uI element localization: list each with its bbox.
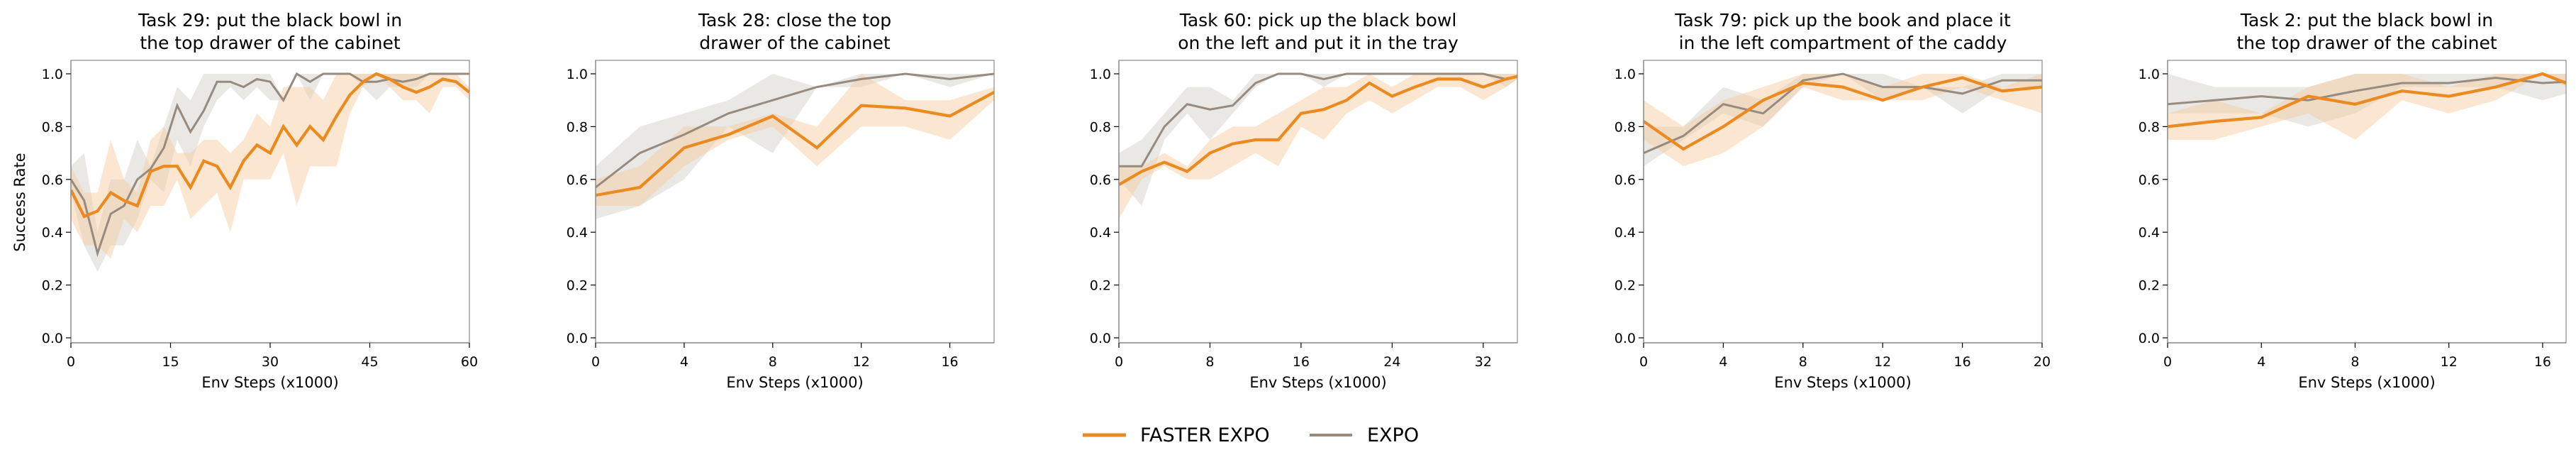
y-tick-label: 0.8	[567, 119, 588, 135]
x-tick-label: 0	[67, 354, 75, 370]
line-faster-expo	[2168, 72, 2566, 128]
x-tick-label: 0	[1115, 354, 1123, 370]
x-tick-label: 0	[591, 354, 600, 370]
x-axis-label: Env Steps (x1000)	[2298, 374, 2435, 391]
y-tick-label: 1.0	[1090, 67, 1111, 82]
line-faster-expo	[596, 91, 994, 197]
y-tick-label: 0.4	[2139, 225, 2160, 241]
x-tick-label: 8	[1205, 354, 1214, 370]
y-axis-label: Success Rate	[11, 153, 28, 251]
chart-title-line: Task 28: close the top	[698, 10, 891, 31]
line-expo	[1119, 72, 1517, 167]
y-tick-label: 0.4	[1615, 225, 1636, 241]
y-tick-label: 1.0	[2139, 67, 2160, 82]
x-tick-label: 45	[361, 354, 378, 370]
x-tick-label: 20	[2034, 354, 2051, 370]
band-faster-expo	[71, 74, 469, 259]
band-faster-expo	[1644, 74, 2042, 167]
line-expo	[1644, 72, 2042, 154]
x-tick-label: 12	[2441, 354, 2458, 370]
band-expo	[1119, 74, 1517, 206]
x-tick-label: 16	[2534, 354, 2551, 370]
band-expo	[1644, 74, 2042, 167]
y-tick-label: 0.0	[42, 331, 63, 346]
chart-title-line: Task 29: put the black bowl in	[138, 10, 402, 31]
line-faster-expo	[71, 72, 469, 219]
x-tick-label: 8	[769, 354, 777, 370]
axes-frame	[1643, 60, 2043, 344]
y-tick-label: 1.0	[1615, 67, 1636, 82]
y-tick-label: 0.2	[42, 278, 63, 294]
line-expo	[596, 72, 994, 189]
x-tick-label: 12	[1874, 354, 1891, 370]
y-tick-label: 0.4	[42, 225, 63, 241]
y-tick-label: 0.2	[1615, 278, 1636, 294]
y-tick-label: 0.0	[2139, 331, 2160, 346]
chart-title-line: the top drawer of the cabinet	[140, 33, 401, 53]
x-tick-label: 60	[461, 354, 478, 370]
chart-title-line: in the left compartment of the caddy	[1679, 33, 2007, 53]
y-tick-label: 0.0	[567, 331, 588, 346]
chart-title-line: Task 60: pick up the black bowl	[1179, 10, 1457, 31]
y-tick-label: 0.0	[1090, 331, 1111, 346]
x-tick-label: 32	[1475, 354, 1492, 370]
band-faster-expo	[1119, 74, 1517, 219]
y-tick-label: 0.2	[2139, 278, 2160, 294]
x-tick-label: 16	[1954, 354, 1971, 370]
y-tick-label: 0.2	[567, 278, 588, 294]
band-expo	[596, 74, 994, 219]
legend-label-expo: EXPO	[1367, 424, 1419, 446]
x-axis-label: Env Steps (x1000)	[1774, 374, 1911, 391]
x-tick-label: 4	[1719, 354, 1727, 370]
y-tick-label: 0.8	[1090, 119, 1111, 135]
x-tick-label: 24	[1383, 354, 1400, 370]
x-axis-label: Env Steps (x1000)	[201, 374, 338, 391]
line-expo	[71, 72, 469, 258]
y-tick-label: 0.4	[567, 225, 588, 241]
x-tick-label: 0	[1639, 354, 1648, 370]
line-faster-expo	[1119, 75, 1517, 187]
chart-title-line: the top drawer of the cabinet	[2236, 33, 2497, 53]
x-tick-label: 0	[2163, 354, 2172, 370]
y-tick-label: 0.6	[2139, 172, 2160, 188]
line-faster-expo	[1644, 76, 2042, 151]
band-faster-expo	[2168, 74, 2566, 140]
x-tick-label: 8	[2351, 354, 2359, 370]
x-tick-label: 8	[1799, 354, 1807, 370]
chart-panel-3: Task 79: pick up the book and place itin…	[1615, 10, 2051, 391]
x-tick-label: 12	[853, 354, 870, 370]
y-tick-label: 0.2	[1090, 278, 1111, 294]
y-tick-label: 1.0	[567, 67, 588, 82]
x-axis-label: Env Steps (x1000)	[726, 374, 863, 391]
chart-title-line: drawer of the cabinet	[699, 33, 891, 53]
y-tick-label: 0.6	[1090, 172, 1111, 188]
x-tick-label: 16	[1293, 354, 1310, 370]
legend-label-faster-expo: FASTER EXPO	[1140, 424, 1270, 446]
x-tick-label: 15	[162, 354, 179, 370]
y-tick-label: 0.6	[567, 172, 588, 188]
y-tick-label: 0.8	[1615, 119, 1636, 135]
x-tick-label: 4	[2257, 354, 2265, 370]
chart-title-line: on the left and put it in the tray	[1178, 33, 1459, 53]
x-axis-label: Env Steps (x1000)	[1249, 374, 1386, 391]
legend: FASTER EXPO EXPO	[1083, 424, 1419, 446]
y-tick-label: 0.0	[1615, 331, 1636, 346]
y-tick-label: 0.6	[1615, 172, 1636, 188]
x-tick-label: 4	[680, 354, 688, 370]
x-tick-label: 16	[941, 354, 958, 370]
y-tick-label: 0.4	[1090, 225, 1111, 241]
y-tick-label: 0.8	[42, 119, 63, 135]
y-tick-label: 1.0	[42, 67, 63, 82]
y-tick-label: 0.6	[42, 172, 63, 188]
x-tick-label: 30	[262, 354, 279, 370]
chart-title-line: Task 79: pick up the book and place it	[1674, 10, 2011, 31]
chart-title-line: Task 2: put the black bowl in	[2240, 10, 2493, 31]
y-tick-label: 0.8	[2139, 119, 2160, 135]
